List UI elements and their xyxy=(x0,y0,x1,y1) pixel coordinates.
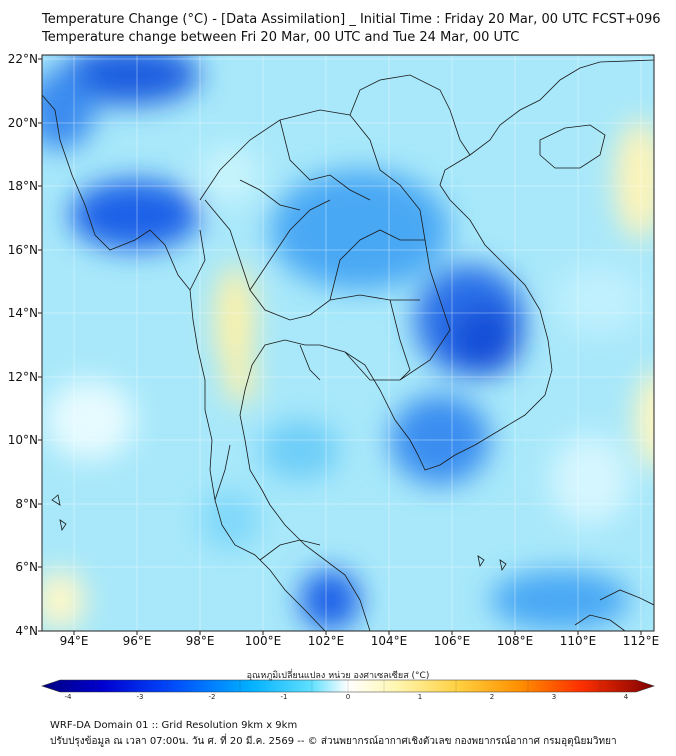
lat-label: 12°N xyxy=(7,370,38,384)
colorbar-tick: -3 xyxy=(136,693,144,701)
lon-label: 96°E xyxy=(122,634,152,648)
footer-model-info: WRF-DA Domain 01 :: Grid Resolution 9km … xyxy=(50,720,298,731)
islands xyxy=(51,494,654,631)
lat-label: 16°N xyxy=(7,243,38,257)
lat-label: 8°N xyxy=(15,497,38,511)
axis-ticks xyxy=(38,58,642,635)
lat-label: 22°N xyxy=(7,52,38,66)
lon-label: 100°E xyxy=(244,634,282,648)
lat-label: 18°N xyxy=(7,179,38,193)
lon-label: 102°E xyxy=(307,634,345,648)
lat-label: 10°N xyxy=(7,433,38,447)
temperature-field xyxy=(42,55,654,631)
graticule xyxy=(42,55,654,631)
footer-credit: ปรับปรุงข้อมูล ณ เวลา 07:00น. วัน ศ. ที่… xyxy=(50,736,617,747)
map-frame xyxy=(41,54,655,632)
lon-label: 108°E xyxy=(496,634,534,648)
colorbar-tick: 1 xyxy=(417,693,423,701)
lat-label: 4°N xyxy=(15,624,38,638)
colorbar-tick: 3 xyxy=(551,693,557,701)
lon-label: 110°E xyxy=(559,634,597,648)
colorbar xyxy=(41,679,655,693)
map-subtitle: Temperature change between Fri 20 Mar, 0… xyxy=(42,30,520,45)
lat-label: 14°N xyxy=(7,306,38,320)
colorbar-tick: -2 xyxy=(208,693,216,701)
lon-label: 106°E xyxy=(433,634,471,648)
lon-label: 104°E xyxy=(370,634,408,648)
colorbar-tick: 0 xyxy=(345,693,351,701)
lat-label: 20°N xyxy=(7,116,38,130)
colorbar-tick: 4 xyxy=(623,693,629,701)
colorbar-tick: -1 xyxy=(280,693,288,701)
colorbar-title: อุณหภูมิเปลี่ยนแปลง หน่วย องศาเซลเซียส (… xyxy=(246,671,430,681)
lat-label: 6°N xyxy=(15,560,38,574)
map-title: Temperature Change (°C) - [Data Assimila… xyxy=(42,12,661,27)
colorbar-tick: 2 xyxy=(489,693,495,701)
colorbar-tick: -4 xyxy=(64,693,72,701)
lon-label: 94°E xyxy=(59,634,89,648)
lon-label: 98°E xyxy=(185,634,215,648)
coastlines-borders xyxy=(42,59,654,631)
lon-label: 112°E xyxy=(622,634,660,648)
